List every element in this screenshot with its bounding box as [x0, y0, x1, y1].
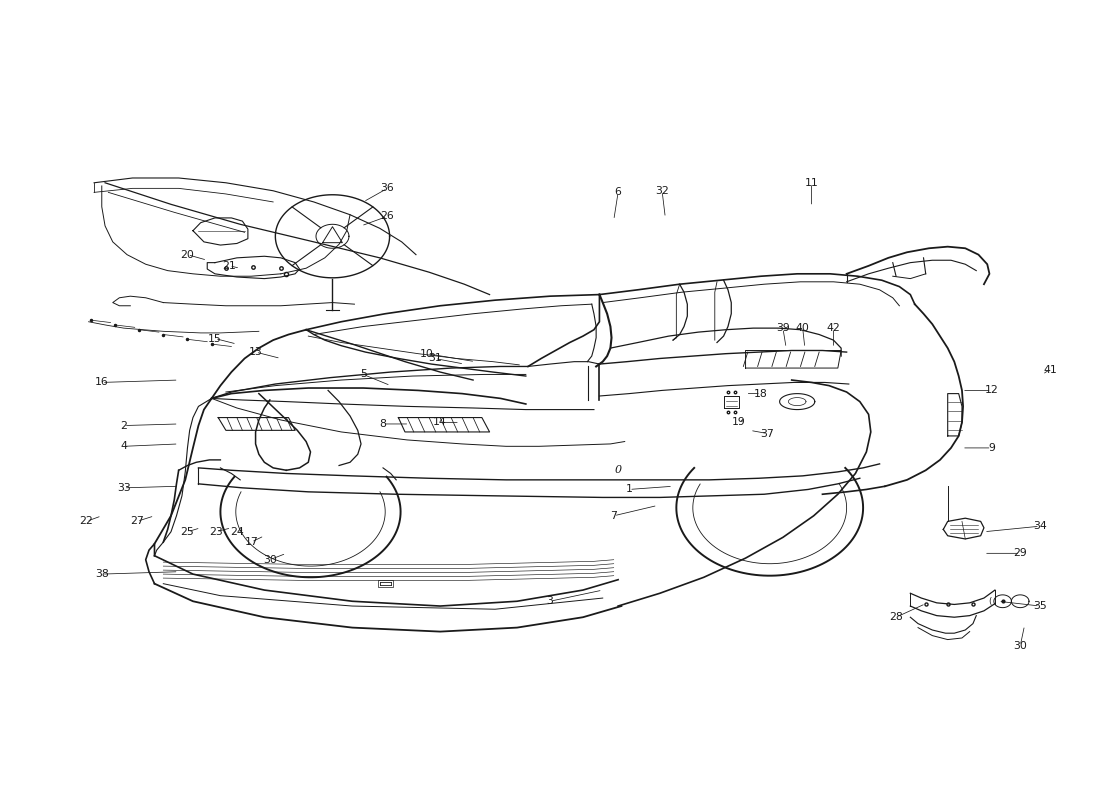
Text: 30: 30: [263, 554, 277, 565]
Text: 19: 19: [733, 418, 746, 427]
Text: 20: 20: [180, 250, 195, 260]
Text: 6: 6: [615, 187, 622, 198]
Text: 30: 30: [1013, 641, 1027, 651]
Bar: [377, 581, 393, 587]
Text: 33: 33: [117, 483, 131, 493]
Text: 16: 16: [95, 378, 109, 387]
Text: 12: 12: [984, 386, 999, 395]
Text: 17: 17: [244, 537, 258, 547]
Text: 37: 37: [761, 429, 774, 438]
Text: 26: 26: [381, 211, 394, 222]
Text: 27: 27: [130, 516, 144, 526]
Text: 10: 10: [420, 349, 433, 358]
Text: 13: 13: [249, 347, 263, 357]
Text: 32: 32: [656, 186, 669, 196]
Text: 9: 9: [988, 443, 996, 453]
Text: 14: 14: [433, 418, 447, 427]
Text: 2: 2: [120, 421, 128, 430]
Text: 38: 38: [95, 569, 109, 579]
Text: 0: 0: [615, 466, 622, 475]
Text: 36: 36: [381, 183, 394, 194]
Text: 34: 34: [1033, 521, 1047, 531]
Text: 35: 35: [1033, 601, 1047, 611]
Text: 31: 31: [428, 354, 441, 363]
Text: 25: 25: [180, 526, 195, 537]
Text: 24: 24: [230, 526, 244, 537]
Text: 4: 4: [120, 442, 128, 451]
Text: 40: 40: [795, 323, 810, 333]
Text: 8: 8: [379, 419, 386, 429]
Text: 23: 23: [209, 526, 223, 537]
Text: 3: 3: [547, 596, 553, 606]
Text: 21: 21: [222, 261, 236, 271]
Text: 29: 29: [1013, 548, 1027, 558]
Text: 28: 28: [889, 612, 903, 622]
Text: 39: 39: [776, 323, 790, 333]
Text: 18: 18: [755, 389, 768, 398]
Text: (: (: [988, 597, 991, 606]
Text: 15: 15: [208, 334, 222, 343]
Text: 11: 11: [804, 178, 818, 188]
Text: 7: 7: [610, 510, 617, 521]
Text: 41: 41: [1043, 365, 1057, 374]
Text: 22: 22: [79, 516, 94, 526]
Text: 42: 42: [826, 323, 840, 333]
Text: 1: 1: [626, 485, 632, 494]
Text: 5: 5: [360, 370, 366, 379]
